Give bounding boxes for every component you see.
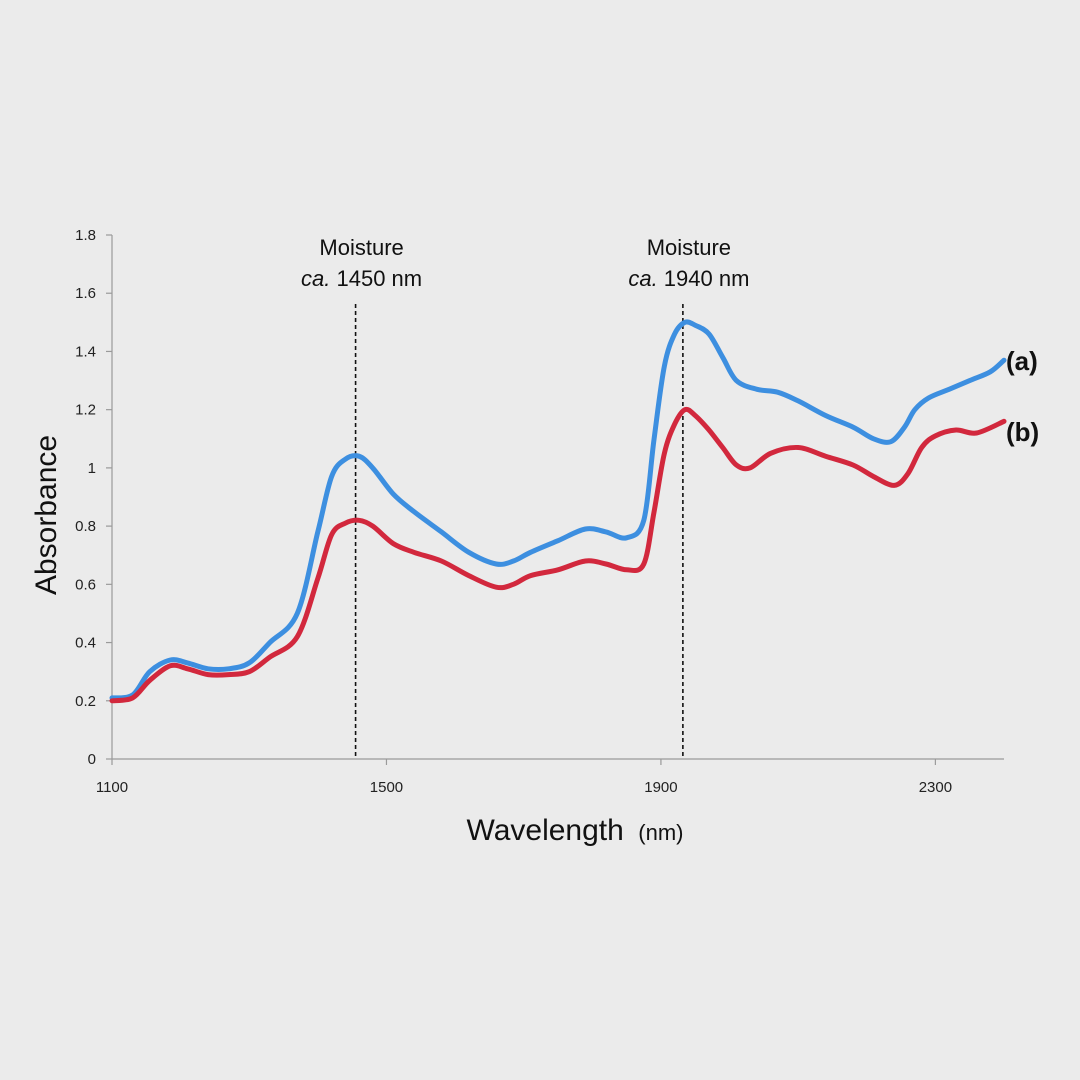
series-line-b (109, 406, 1007, 704)
moisture-label: Moisture (319, 235, 403, 260)
y-tick-label: 0.2 (75, 693, 96, 710)
y-tick-label: 1.6 (75, 285, 96, 302)
series-label-b: (b) (1006, 417, 1039, 447)
ca-abbrev: ca. (301, 266, 330, 291)
x-axis-title-main: Wavelength (467, 814, 624, 847)
y-tick-label: 0 (88, 751, 96, 768)
y-tick-label: 1 (88, 460, 96, 477)
series-group: (a) (b) (109, 319, 1039, 704)
y-tick-label: 1.4 (75, 343, 96, 360)
series-line-a (109, 319, 1007, 701)
x-tick-label: 2300 (919, 779, 952, 796)
x-tick-label: 1100 (96, 779, 128, 796)
x-axis-title: Wavelength (nm) (467, 814, 684, 847)
y-tick-label: 1.8 (75, 227, 96, 244)
x-axis: 1100 1500 1900 2300 (96, 758, 1004, 796)
y-tick-label: 0.4 (75, 635, 96, 652)
moisture-label: Moisture (647, 235, 731, 260)
moisture-wavelength-label: ca. 1450 nm (301, 266, 422, 291)
y-tick-label: 0.8 (75, 518, 96, 535)
y-tick-label: 0.6 (75, 576, 96, 593)
ca-abbrev: ca. (628, 266, 657, 291)
moisture-wavelength-label: ca. 1940 nm (628, 266, 749, 291)
x-tick-label: 1900 (644, 779, 677, 796)
y-tick-label: 1.2 (75, 402, 96, 419)
wavelength-value: 1940 nm (658, 266, 750, 291)
moisture-annotations: Moisture ca. 1450 nm Moisture ca. 1940 nm (301, 235, 749, 759)
y-axis-title: Absorbance (30, 435, 63, 595)
y-axis: 0 0.2 0.4 0.6 0.8 1 1.2 1.4 1.6 1.8 (75, 227, 113, 768)
x-tick-label: 1500 (370, 779, 403, 796)
series-label-a: (a) (1006, 346, 1038, 376)
wavelength-value: 1450 nm (330, 266, 422, 291)
x-axis-title-unit: (nm) (638, 820, 683, 845)
